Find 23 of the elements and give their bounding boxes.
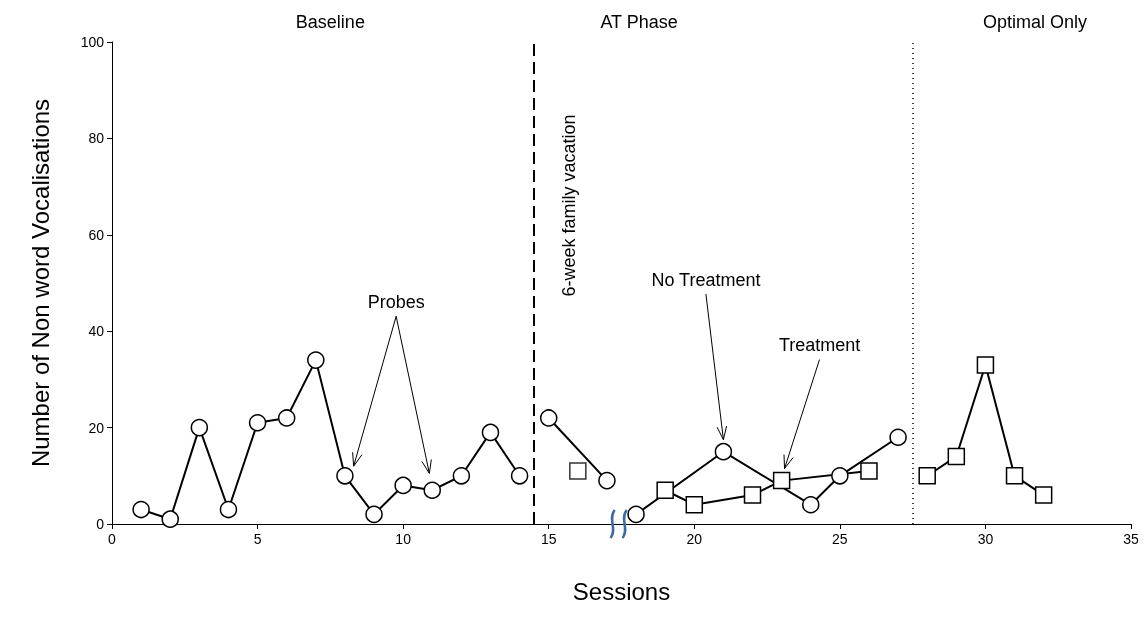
x-tick-label: 5: [253, 531, 262, 547]
y-tick-label: 0: [96, 516, 105, 532]
x-tick-label: 20: [686, 531, 703, 547]
annotation: Treatment: [778, 335, 861, 357]
y-tick-label: 80: [88, 130, 105, 147]
text: Optimal Only: [982, 11, 1087, 33]
x-tick-label: 0: [108, 531, 117, 547]
y-tick-label: 40: [88, 323, 105, 340]
x-tick-label: 25: [832, 531, 848, 547]
annotation: Probes: [367, 291, 425, 313]
annotation: 6-week family vacation: [558, 114, 580, 297]
annotation: No Treatment: [651, 269, 761, 291]
x-tick-label: 10: [395, 531, 412, 547]
y-tick-label: 100: [80, 34, 105, 50]
x-tick-label: 15: [540, 531, 557, 547]
x-tick-label: 35: [1123, 531, 1139, 547]
text: AT Phase: [600, 11, 678, 33]
x-axis-title: Sessions: [572, 577, 671, 605]
y-axis-title: Number of Non word Vocalisations: [26, 98, 54, 468]
y-tick-label: 60: [88, 226, 105, 243]
text: Baseline: [295, 11, 365, 33]
x-tick-label: 30: [977, 531, 994, 547]
y-tick-label: 20: [88, 419, 105, 436]
